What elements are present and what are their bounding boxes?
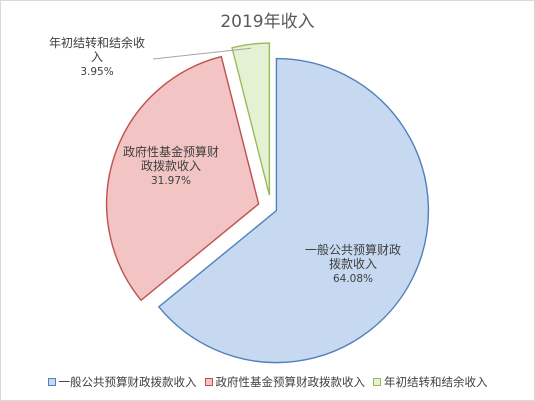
legend-item-2: 政府性基金预算财政拨款收入	[204, 374, 366, 390]
chart-title: 2019年收入	[220, 12, 315, 32]
legend-label-3: 年初结转和结余收入	[384, 375, 488, 389]
legend-item-1: 一般公共预算财政拨款收入	[47, 374, 197, 390]
pie-labels: 一般公共预算财政拨款收入 64.08% 政府性基金预算财政拨款收入 31.97% 年初结…	[49, 35, 401, 285]
pie-slices	[105, 42, 430, 364]
pie-slice-3	[231, 42, 271, 196]
legend-label-1: 一般公共预算财政拨款收入	[58, 375, 197, 389]
legend-label-2: 政府性基金预算财政拨款收入	[215, 375, 366, 389]
slice-value-label-1: 64.08%	[333, 273, 373, 285]
pie-chart: 一般公共预算财政拨款收入 64.08% 政府性基金预算财政拨款收入 31.97% 年初结…	[49, 35, 430, 364]
slice-leader-line-2	[152, 47, 252, 60]
legend-swatch-1	[47, 378, 56, 386]
slice-name-label-2: 政府性基金预算财	[123, 144, 219, 159]
legend-item-3: 年初结转和结余收入	[373, 374, 488, 390]
slice-name-label-2: 政拨款收入	[141, 159, 201, 173]
slice-value-label-3: 3.95%	[80, 66, 113, 78]
slice-name-label-3: 年初结转和结余收	[49, 35, 145, 50]
slice-name-label-1: 一般公共预算财政	[305, 242, 401, 257]
legend-swatch-3	[373, 378, 381, 386]
legend-swatch-2	[204, 378, 213, 386]
pie-slice-1	[157, 57, 430, 364]
slice-value-label-2: 31.97%	[151, 175, 191, 187]
slice-name-label-1: 拨款收入	[329, 257, 377, 271]
pie-slice-2	[105, 55, 260, 302]
slice-name-label-3: 入	[91, 50, 103, 64]
chart-legend: 一般公共预算财政拨款收入 政府性基金预算财政拨款收入 年初结转和结余收入	[1, 374, 534, 390]
